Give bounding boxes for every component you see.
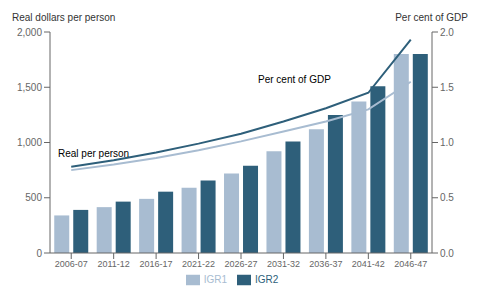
svg-text:2046-47: 2046-47 bbox=[394, 259, 427, 269]
svg-text:2041-42: 2041-42 bbox=[352, 259, 385, 269]
svg-text:2021-22: 2021-22 bbox=[182, 259, 215, 269]
svg-text:2036-37: 2036-37 bbox=[309, 259, 342, 269]
html-text:Real per person: Real per person bbox=[58, 148, 130, 159]
svg-text:2031-32: 2031-32 bbox=[267, 259, 300, 269]
html-text:IGR2: IGR2 bbox=[255, 273, 279, 285]
svg-text:1,000: 1,000 bbox=[17, 137, 42, 148]
html-text:Per cent of GDP: Per cent of GDP bbox=[258, 74, 331, 85]
svg-text:500: 500 bbox=[25, 192, 42, 203]
svg-text:2016-17: 2016-17 bbox=[140, 259, 173, 269]
svg-text:1.5: 1.5 bbox=[440, 82, 454, 93]
svg-text:0: 0 bbox=[36, 248, 42, 259]
svg-text:2006-07: 2006-07 bbox=[55, 259, 88, 269]
svg-text:2011-12: 2011-12 bbox=[97, 259, 129, 269]
svg-text:0.0: 0.0 bbox=[440, 248, 454, 259]
svg-text:2,000: 2,000 bbox=[17, 27, 42, 38]
svg-text:0.5: 0.5 bbox=[440, 192, 454, 203]
html-text:Real dollars per person: Real dollars per person bbox=[12, 12, 116, 23]
svg-text:2.0: 2.0 bbox=[440, 27, 454, 38]
svg-text:1.0: 1.0 bbox=[440, 137, 454, 148]
html-text:Per cent of GDP: Per cent of GDP bbox=[395, 12, 468, 23]
html-text:IGR1: IGR1 bbox=[203, 273, 227, 285]
svg-text:2026-27: 2026-27 bbox=[224, 259, 257, 269]
svg-text:1,500: 1,500 bbox=[17, 82, 42, 93]
